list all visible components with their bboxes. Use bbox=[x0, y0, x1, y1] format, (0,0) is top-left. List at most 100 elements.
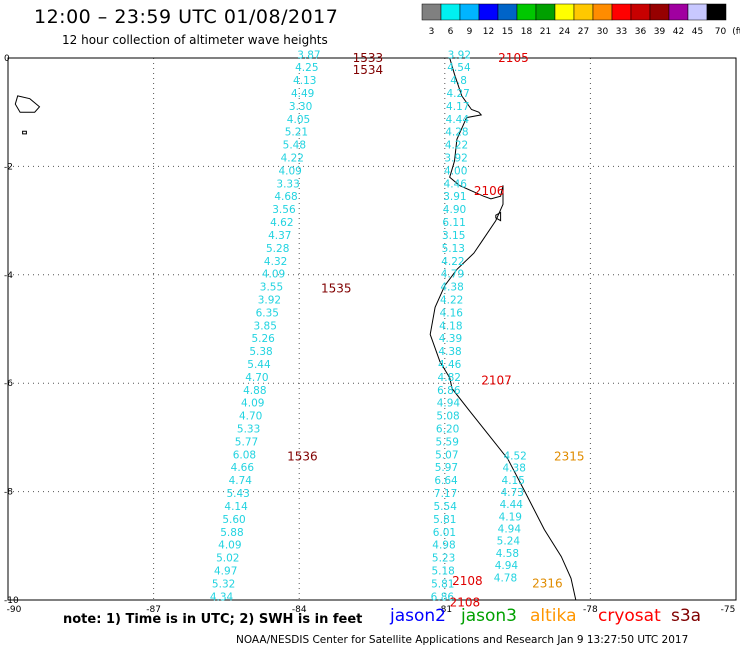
x-tick-label: -78 bbox=[583, 605, 598, 615]
color-scale-label: 36 bbox=[635, 27, 647, 37]
satellite-legend-item: jason3 bbox=[461, 606, 517, 626]
wave-height-value: 3.56 bbox=[272, 204, 296, 216]
wave-height-value: 4.73 bbox=[501, 487, 524, 499]
wave-height-value: 4.14 bbox=[224, 501, 248, 513]
wave-height-value: 4.54 bbox=[447, 62, 471, 74]
pass-label: 1536 bbox=[287, 449, 318, 463]
coastline bbox=[429, 57, 577, 601]
wave-height-value: 4.25 bbox=[295, 62, 318, 74]
color-scale-label: 12 bbox=[483, 27, 494, 37]
wave-height-value: 4.09 bbox=[262, 269, 285, 281]
wave-height-value: 3.87 bbox=[297, 49, 320, 61]
wave-height-value: 5.21 bbox=[285, 127, 308, 139]
track-t1: 3.874.254.134.493.304.055.215.484.224.09… bbox=[210, 49, 321, 603]
wave-height-value: 3.15 bbox=[442, 230, 465, 242]
page-subtitle: 12 hour collection of altimeter wave hei… bbox=[62, 33, 328, 47]
x-tick-label: -90 bbox=[7, 605, 22, 615]
wave-height-value: 5.48 bbox=[283, 140, 306, 152]
wave-height-value: 4.94 bbox=[495, 560, 519, 572]
wave-height-value: 5.26 bbox=[251, 333, 275, 345]
map-grid bbox=[8, 58, 736, 600]
wave-height-value: 5.60 bbox=[222, 514, 245, 526]
wave-height-value: 4.74 bbox=[229, 475, 253, 487]
wave-height-value: 3.85 bbox=[254, 320, 277, 332]
color-scale-label: 45 bbox=[692, 27, 703, 37]
wave-height-value: 4.09 bbox=[241, 398, 264, 410]
pass-label: 2106 bbox=[474, 184, 505, 198]
wave-height-value: 6.86 bbox=[437, 385, 461, 397]
wave-height-value: 4.28 bbox=[445, 127, 468, 139]
wave-height-value: 4.18 bbox=[439, 320, 462, 332]
wave-height-value: 4.09 bbox=[218, 540, 241, 552]
wave-height-value: 3.92 bbox=[258, 294, 281, 306]
page-title: 12:00 – 23:59 UTC 01/08/2017 bbox=[34, 6, 339, 28]
wave-height-value: 3.92 bbox=[448, 49, 471, 61]
satellite-legend-item: s3a bbox=[671, 606, 702, 626]
wave-height-value: 5.77 bbox=[235, 436, 258, 448]
wave-height-value: 4.88 bbox=[243, 385, 266, 397]
pass-label: 2105 bbox=[498, 51, 529, 65]
wave-height-value: 4.58 bbox=[496, 548, 519, 560]
wave-height-value: 4.70 bbox=[239, 411, 262, 423]
wave-height-value: 4.38 bbox=[440, 282, 463, 294]
color-scale-label: 3 bbox=[429, 27, 435, 37]
wave-height-value: 5.43 bbox=[226, 488, 249, 500]
wave-height-value: 4.13 bbox=[293, 75, 316, 87]
wave-height-map[interactable]: -90 -87 -84 -81 -78 -750-2-4-6-8-103.874.254.… bbox=[0, 0, 740, 615]
wave-height-value: 6.08 bbox=[233, 449, 256, 461]
color-scale-label: 15 bbox=[502, 27, 513, 37]
wave-height-value: 4.46 bbox=[444, 178, 468, 190]
pass-label: 1534 bbox=[353, 63, 384, 77]
wave-height-value: 4.17 bbox=[446, 101, 469, 113]
wave-height-value: 4.79 bbox=[441, 269, 464, 281]
wave-height-value: 4.05 bbox=[287, 114, 310, 126]
wave-height-value: 4.22 bbox=[440, 294, 463, 306]
wave-height-value: 7.17 bbox=[434, 488, 457, 500]
wave-height-value: 4.09 bbox=[278, 165, 301, 177]
wave-height-value: 5.08 bbox=[436, 411, 459, 423]
y-tick-label: -6 bbox=[4, 379, 13, 389]
wave-height-value: 4.78 bbox=[494, 572, 517, 584]
color-scale-label: 30 bbox=[597, 27, 609, 37]
color-scale-label: 6 bbox=[448, 27, 454, 37]
wave-height-value: 4.44 bbox=[446, 114, 470, 126]
island-outline bbox=[14, 95, 41, 113]
wave-height-value: 4.46 bbox=[438, 359, 462, 371]
wave-height-value: 4.22 bbox=[441, 256, 464, 268]
wave-height-value: 5.81 bbox=[433, 514, 456, 526]
satellite-legend-item: cryosat bbox=[598, 606, 661, 626]
wave-height-value: 4.68 bbox=[274, 191, 297, 203]
wave-height-value: 5.23 bbox=[432, 553, 455, 565]
wave-height-value: 6.35 bbox=[256, 307, 279, 319]
color-scale-label: 70 bbox=[715, 27, 727, 37]
wave-height-value: 6.01 bbox=[433, 527, 456, 539]
wave-height-value: 4.98 bbox=[432, 540, 455, 552]
wave-height-value: 4.49 bbox=[291, 88, 314, 100]
track-t2: 3.924.544.84.274.174.444.284.223.924.004… bbox=[431, 49, 471, 603]
x-tick-label: -75 bbox=[721, 605, 736, 615]
footer-note: note: 1) Time is in UTC; 2) SWH is in fe… bbox=[63, 612, 363, 627]
wave-height-value: 3.92 bbox=[444, 153, 467, 165]
wave-height-value: 3.91 bbox=[443, 191, 466, 203]
wave-height-value: 4.22 bbox=[281, 153, 304, 165]
satellite-legend-item: altika bbox=[530, 606, 577, 626]
wave-height-value: 6.64 bbox=[434, 475, 458, 487]
x-tick-label: -87 bbox=[146, 605, 161, 615]
pass-label: 2315 bbox=[554, 449, 585, 463]
color-scale-unit: (ft) bbox=[732, 27, 740, 37]
wave-height-value: 4.27 bbox=[446, 88, 469, 100]
wave-height-value: 4.37 bbox=[268, 230, 291, 242]
wave-height-value: 4.39 bbox=[439, 333, 462, 345]
color-scale-label: 24 bbox=[559, 27, 571, 37]
island-outline bbox=[495, 211, 502, 222]
x-tick-label: -81 bbox=[437, 605, 452, 615]
footer-credit: NOAA/NESDIS Center for Satellite Applica… bbox=[236, 634, 689, 646]
y-tick-label: -2 bbox=[4, 162, 13, 172]
color-scale-label: 18 bbox=[521, 27, 533, 37]
wave-height-value: 4.32 bbox=[264, 256, 287, 268]
wave-height-value: 3.33 bbox=[276, 178, 299, 190]
wave-height-value: 5.81 bbox=[431, 578, 454, 590]
wave-height-value: 4.90 bbox=[443, 204, 466, 216]
wave-height-value: 4.94 bbox=[498, 524, 522, 536]
wave-height-value: 6.20 bbox=[436, 424, 459, 436]
